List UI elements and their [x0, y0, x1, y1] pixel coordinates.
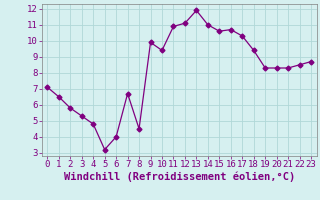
X-axis label: Windchill (Refroidissement éolien,°C): Windchill (Refroidissement éolien,°C) — [64, 172, 295, 182]
